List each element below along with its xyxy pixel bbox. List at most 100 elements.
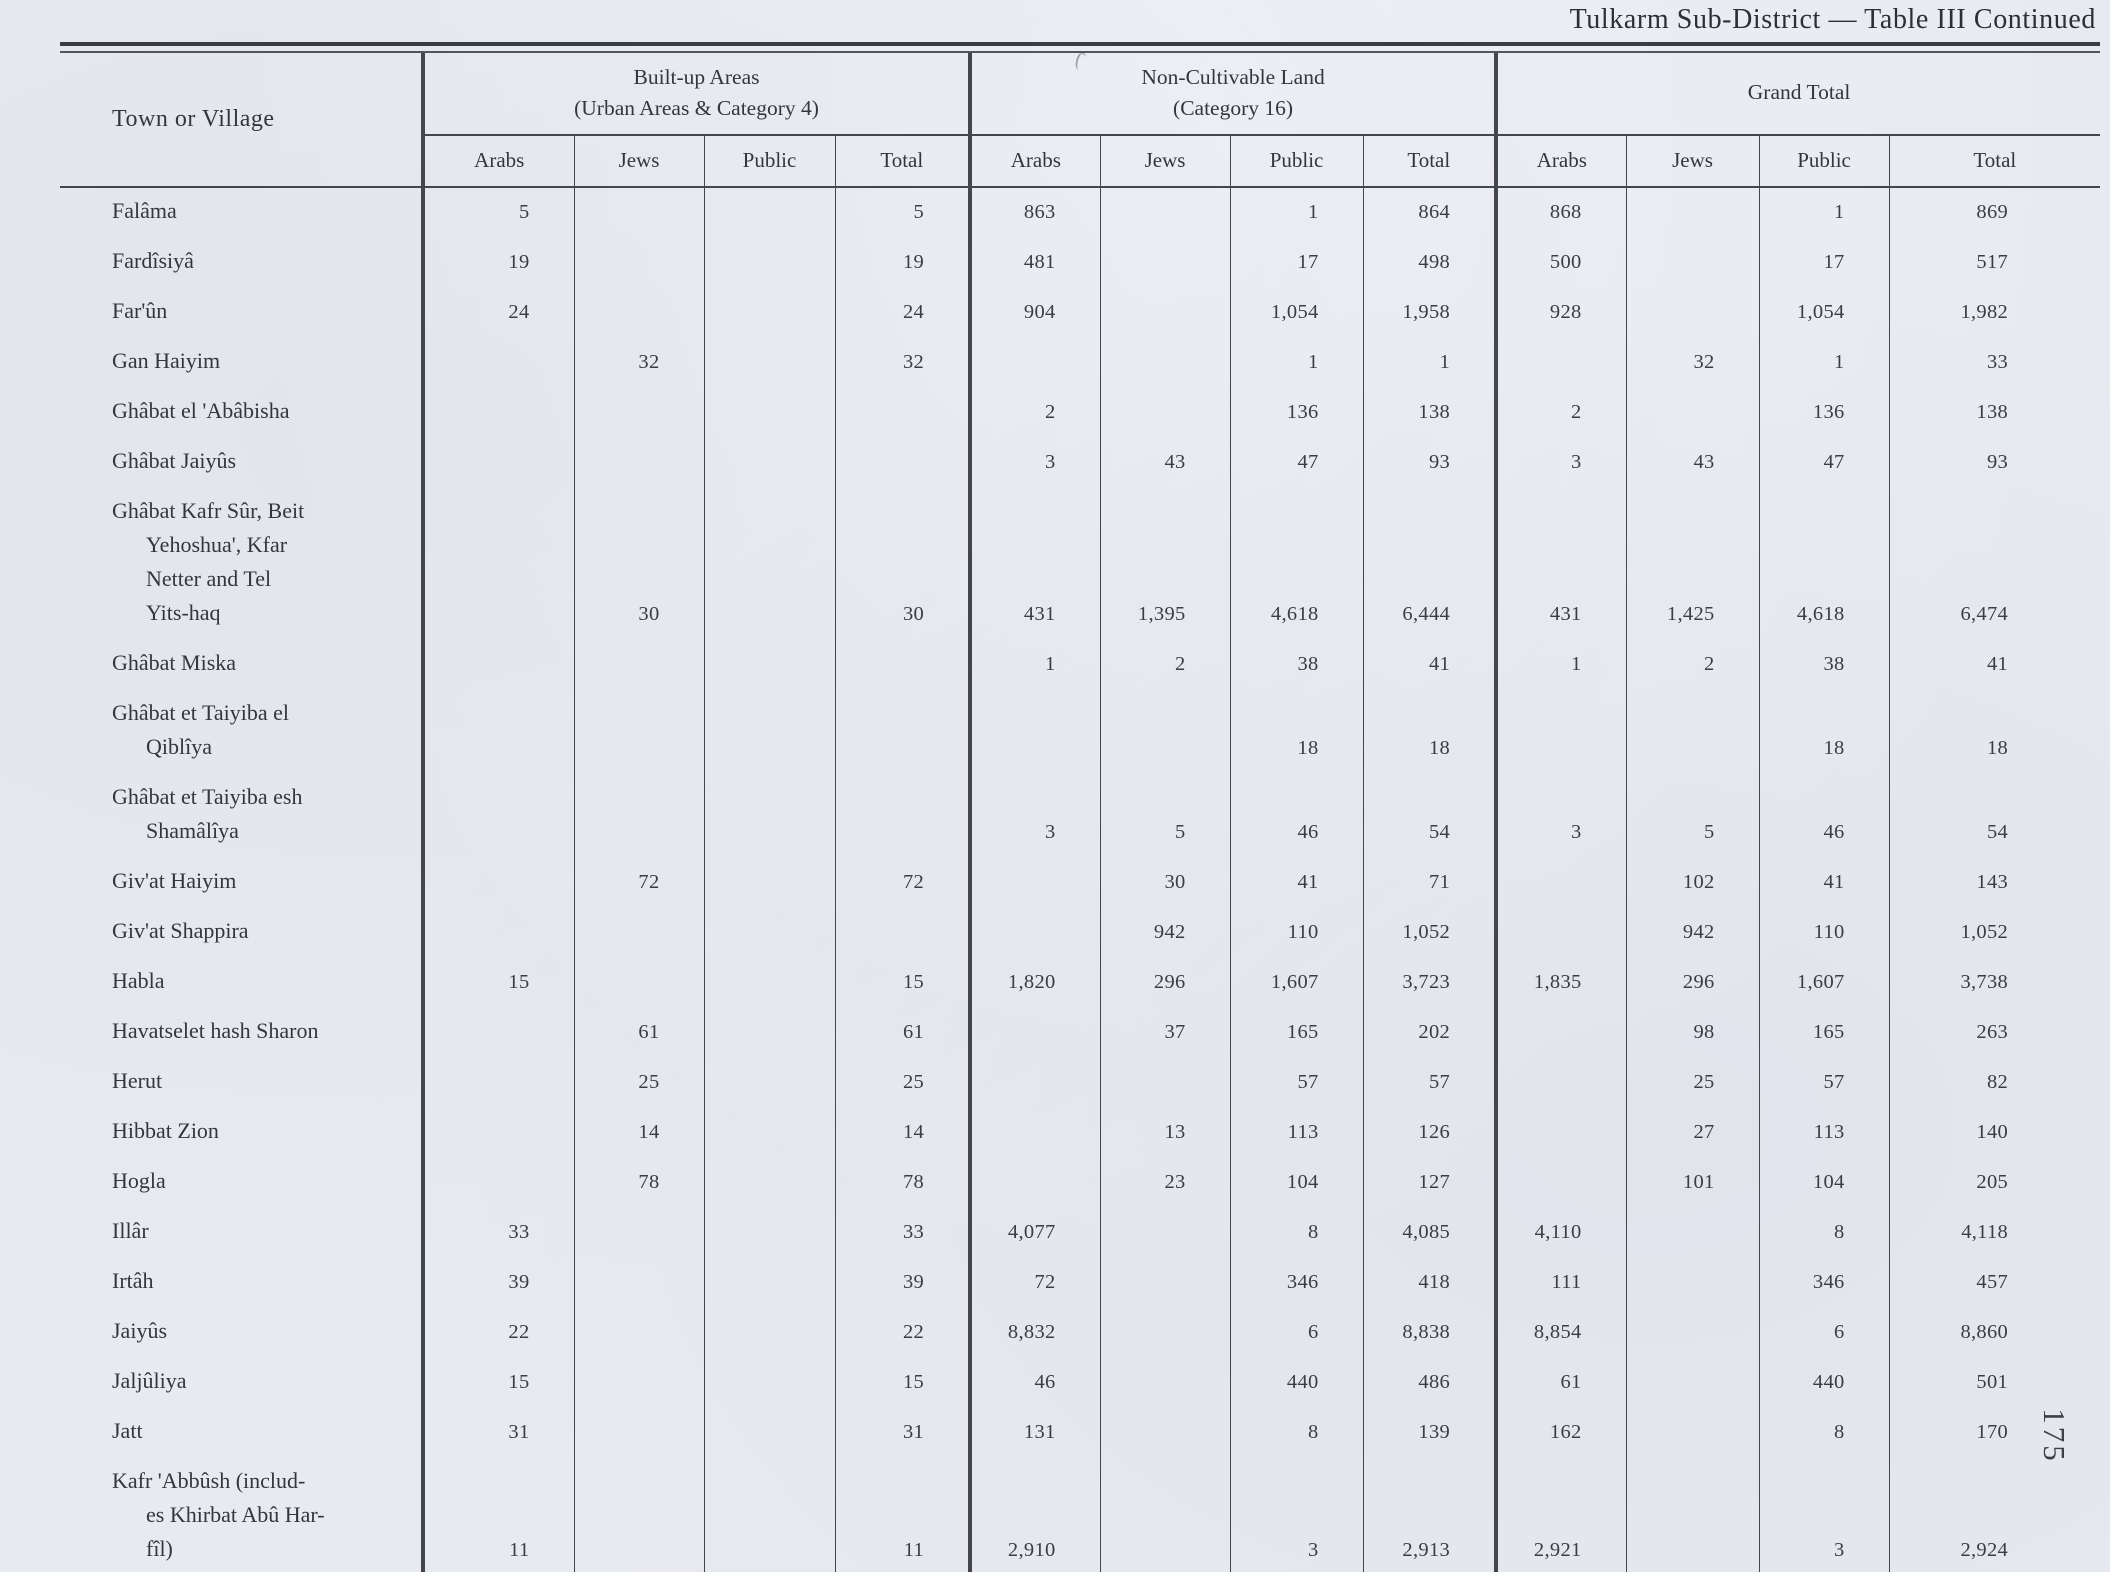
subcol-header-nc-total: Total [1362, 135, 1497, 188]
value-cell: 440 [1229, 1358, 1364, 1408]
value-cell: 1 [968, 640, 1101, 690]
value-cell [573, 1358, 704, 1408]
village-name-text: Far'ûn [112, 298, 168, 323]
value-cell: 170 [1888, 1408, 2101, 1458]
village-name-text: Havatselet hash Sharon [112, 1018, 319, 1043]
value-cell: 22 [421, 1308, 574, 1358]
value-cell [1625, 1358, 1760, 1408]
table-row: Havatselet hash Sharon 61 61 37 165 202 98 165 2… [60, 1008, 2101, 1058]
village-name: Illâr [60, 1208, 423, 1258]
table-row: Hogla 78 78 23 104 127 101 104 205 [60, 1158, 2101, 1208]
value-cell: 1,054 [1758, 288, 1890, 338]
value-cell: 1,835 [1494, 958, 1627, 1008]
value-cell [1099, 288, 1231, 338]
value-cell: 457 [1888, 1258, 2101, 1308]
value-cell: 127 [1362, 1158, 1497, 1208]
village-name-text: Giv'at Shappira [112, 918, 249, 943]
value-cell [421, 1008, 574, 1058]
value-cell: 869 [1888, 187, 2101, 238]
subcol-header-bu-public: Public [703, 135, 835, 188]
value-cell [1099, 338, 1231, 388]
value-cell [1625, 1308, 1760, 1358]
subcol-header-gt-arabs: Arabs [1494, 135, 1627, 188]
value-cell [1099, 1308, 1231, 1358]
value-cell: 14 [834, 1108, 971, 1158]
value-cell: 57 [1362, 1058, 1497, 1108]
value-cell: 4,077 [968, 1208, 1101, 1258]
value-cell [703, 1108, 835, 1158]
value-cell: 111 [1494, 1258, 1627, 1308]
village-name: Habla [60, 958, 423, 1008]
value-cell [968, 1058, 1101, 1108]
value-cell: 43 [1625, 438, 1760, 488]
value-cell [1099, 1058, 1231, 1108]
value-cell: 37 [1099, 1008, 1231, 1058]
village-name: Ghâbat Miska [60, 640, 423, 690]
page-number: 175 [2037, 1408, 2072, 1464]
value-cell: 500 [1494, 238, 1627, 288]
value-cell [1099, 187, 1231, 238]
table-row: Jatt 31 31 131 8 139 162 8 170 [60, 1408, 2101, 1458]
value-cell [834, 438, 971, 488]
value-cell: 18 [1758, 690, 1890, 774]
value-cell [703, 858, 835, 908]
value-cell [573, 908, 704, 958]
value-cell [421, 908, 574, 958]
value-cell [421, 858, 574, 908]
value-cell [1625, 187, 1760, 238]
table-row: Kafr 'Abbûsh (includ- es Khirbat Abû Har… [60, 1458, 2101, 1572]
value-cell: 61 [1494, 1358, 1627, 1408]
village-name-text: Kafr 'Abbûsh (includ- es Khirbat Abû Har… [112, 1468, 325, 1561]
village-name: Ghâbat Jaiyûs [60, 438, 423, 488]
value-cell [834, 640, 971, 690]
value-cell: 47 [1229, 438, 1364, 488]
value-cell: 31 [834, 1408, 971, 1458]
value-cell: 15 [421, 1358, 574, 1408]
value-cell: 4,085 [1362, 1208, 1497, 1258]
value-cell: 3 [1494, 774, 1627, 858]
value-cell [573, 1308, 704, 1358]
village-name-text: Ghâbat et Taiyiba esh Shamâlîya [112, 784, 303, 843]
value-cell: 6 [1229, 1308, 1364, 1358]
value-cell: 18 [1229, 690, 1364, 774]
value-cell [703, 438, 835, 488]
value-cell [703, 1008, 835, 1058]
value-cell: 15 [834, 1358, 971, 1408]
value-cell: 2 [1494, 388, 1627, 438]
value-cell: 1,607 [1229, 958, 1364, 1008]
value-cell [573, 1408, 704, 1458]
value-cell: 43 [1099, 438, 1231, 488]
value-cell: 136 [1758, 388, 1890, 438]
value-cell: 501 [1888, 1358, 2101, 1408]
page-title: Tulkarm Sub-District — Table III Continu… [1569, 4, 2096, 35]
table-row: Herut 25 25 57 57 25 57 82 [60, 1058, 2101, 1108]
value-cell: 5 [1625, 774, 1760, 858]
value-cell: 61 [834, 1008, 971, 1058]
value-cell [421, 774, 574, 858]
value-cell: 4,618 [1758, 488, 1890, 640]
value-cell: 864 [1362, 187, 1497, 238]
value-cell: 46 [1229, 774, 1364, 858]
value-cell: 486 [1362, 1358, 1497, 1408]
value-cell: 33 [421, 1208, 574, 1258]
table-row: Gan Haiyim 32 32 1 1 32 1 33 [60, 338, 2101, 388]
village-name: Irtâh [60, 1258, 423, 1308]
value-cell: 1,395 [1099, 488, 1231, 640]
value-cell [834, 690, 971, 774]
value-cell: 46 [1758, 774, 1890, 858]
village-name-text: Falâma [112, 198, 177, 223]
value-cell [421, 438, 574, 488]
village-name: Hibbat Zion [60, 1108, 423, 1158]
village-name: Jaiyûs [60, 1308, 423, 1358]
value-cell [703, 338, 835, 388]
value-cell: 205 [1888, 1158, 2101, 1208]
value-cell [968, 1008, 1101, 1058]
value-cell: 25 [1625, 1058, 1760, 1108]
value-cell: 942 [1625, 908, 1760, 958]
value-cell [968, 1108, 1101, 1158]
value-cell [703, 1358, 835, 1408]
value-cell: 14 [573, 1108, 704, 1158]
value-cell: 165 [1758, 1008, 1890, 1058]
value-cell: 8 [1229, 1408, 1364, 1458]
value-cell: 6 [1758, 1308, 1890, 1358]
